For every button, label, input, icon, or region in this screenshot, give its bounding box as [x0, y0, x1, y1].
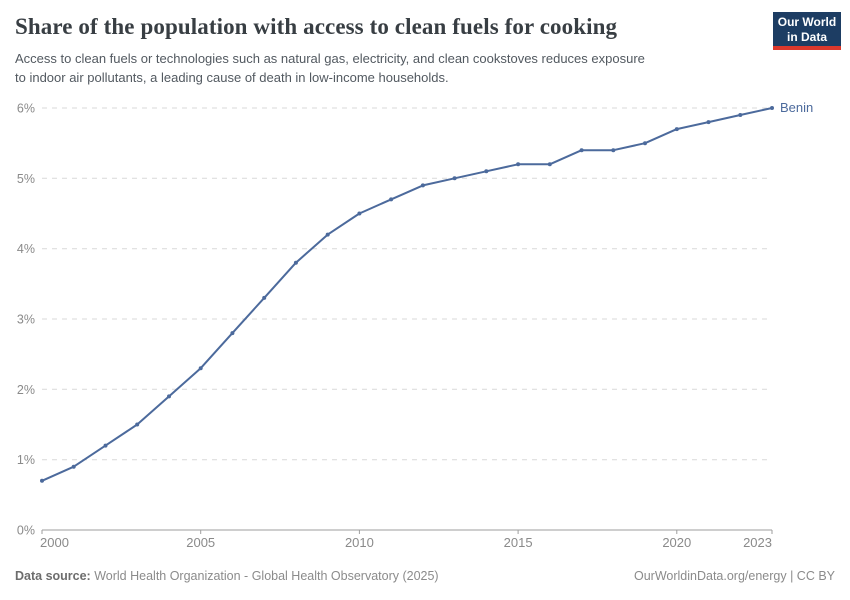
- subtitle-line-2: to indoor air pollutants, a leading caus…: [15, 70, 449, 85]
- data-point[interactable]: [293, 260, 298, 265]
- data-source-label: Data source:: [15, 569, 91, 583]
- data-point[interactable]: [738, 113, 743, 117]
- data-point[interactable]: [674, 127, 679, 132]
- data-point[interactable]: [484, 169, 489, 174]
- data-point[interactable]: [262, 295, 267, 300]
- chart-header: Share of the population with access to c…: [15, 14, 755, 87]
- x-tick-label: 2023: [743, 535, 772, 550]
- chart-subtitle: Access to clean fuels or technologies su…: [15, 49, 755, 87]
- page-title: Share of the population with access to c…: [15, 14, 618, 39]
- data-point[interactable]: [357, 211, 362, 216]
- data-point[interactable]: [452, 176, 457, 181]
- subtitle-line-1: Access to clean fuels or technologies su…: [15, 51, 645, 66]
- data-point[interactable]: [516, 162, 521, 167]
- data-point[interactable]: [40, 478, 44, 483]
- owid-logo-line-1: Our World: [777, 15, 837, 29]
- chart-footer: Data source: World Health Organization -…: [15, 569, 835, 583]
- y-tick-label: 3%: [17, 313, 35, 327]
- owid-url-license[interactable]: OurWorldinData.org/energy | CC BY: [633, 569, 835, 583]
- y-tick-label: 0%: [17, 524, 35, 538]
- data-point[interactable]: [706, 120, 711, 125]
- data-point[interactable]: [770, 106, 774, 110]
- series-label[interactable]: Benin: [780, 100, 813, 115]
- data-source-text: World Health Organization - Global Healt…: [94, 569, 439, 583]
- data-point[interactable]: [420, 183, 425, 188]
- data-point[interactable]: [167, 394, 171, 399]
- y-tick-label: 5%: [17, 172, 35, 186]
- data-source-note: Data source: World Health Organization -…: [15, 569, 439, 583]
- data-point[interactable]: [643, 141, 647, 146]
- x-tick-label: 2020: [662, 535, 691, 550]
- data-point[interactable]: [135, 422, 140, 427]
- owid-logo-line-2: in Data: [786, 30, 827, 44]
- data-point[interactable]: [230, 331, 235, 336]
- y-tick-label: 2%: [17, 383, 35, 397]
- data-point[interactable]: [579, 148, 584, 153]
- x-tick-label: 2005: [186, 535, 215, 550]
- data-point[interactable]: [325, 232, 330, 237]
- x-tick-label: 2015: [504, 535, 533, 550]
- series-line-benin[interactable]: [41, 107, 773, 482]
- data-point[interactable]: [547, 162, 552, 167]
- data-point[interactable]: [103, 443, 108, 448]
- y-tick-label: 6%: [17, 102, 35, 116]
- data-point[interactable]: [198, 366, 203, 371]
- data-point[interactable]: [611, 148, 616, 153]
- line-chart: 0% 1% 2% 3% 4% 5% 6% 2000 2005 2010 2015 2020 2023 Be…: [17, 100, 813, 550]
- x-tick-label: 2000: [40, 535, 69, 550]
- y-tick-label: 4%: [17, 242, 35, 256]
- x-tick-label: 2010: [345, 535, 374, 550]
- data-point[interactable]: [389, 197, 394, 202]
- data-point[interactable]: [71, 464, 76, 469]
- y-tick-label: 1%: [17, 453, 35, 467]
- owid-logo[interactable]: Our World in Data: [773, 12, 841, 50]
